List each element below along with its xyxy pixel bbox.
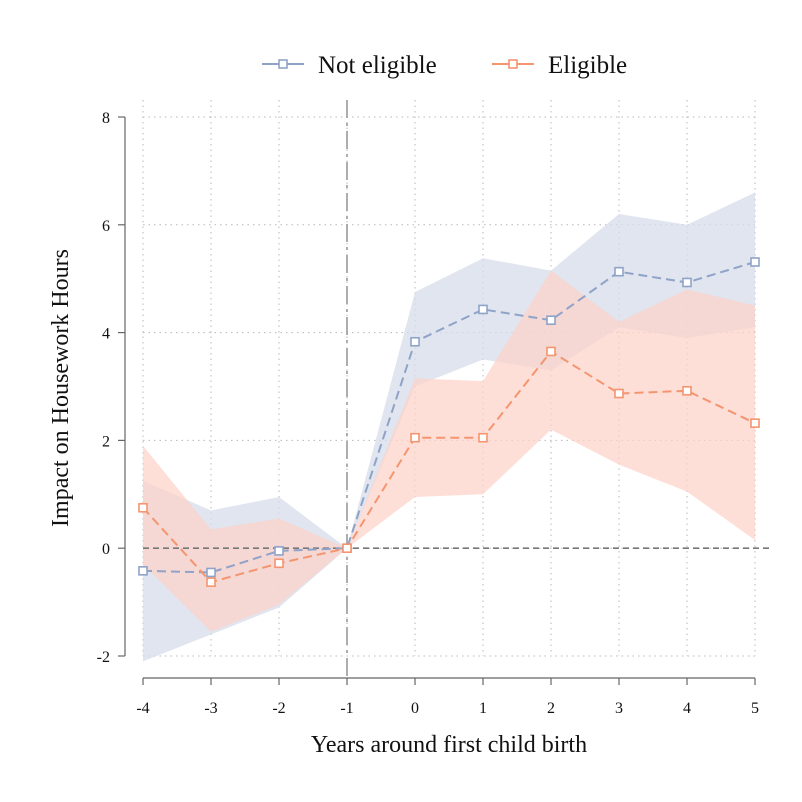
x-axis-title: Years around first child birth [311,732,587,758]
x-tick-label: 5 [751,700,759,717]
data-point-eligible [478,432,488,443]
x-tick-label: 2 [547,700,555,717]
data-point-eligible [546,346,556,357]
reference-lines [143,100,772,678]
data-point-not-eligible [682,277,692,288]
data-point-not-eligible [410,336,420,347]
data-point-not-eligible [750,257,760,267]
x-tick-label: -4 [136,700,149,717]
data-point-not-eligible [614,266,624,277]
legend: Not eligible Eligible [262,52,627,79]
y-tick-label: 4 [102,326,110,343]
y-tick-label: 2 [102,433,110,450]
x-tick-label: 3 [615,700,623,717]
x-tick-label: -3 [204,700,217,717]
data-point-not-eligible [206,567,216,578]
legend-marker-not-eligible [278,59,288,69]
data-point-eligible [274,558,284,569]
data-point-eligible [750,418,760,428]
y-tick-label: -2 [97,649,110,666]
y-tick-label: 6 [102,218,110,235]
x-tick-label: -2 [272,700,285,717]
data-point-not-eligible [274,546,284,556]
data-point-eligible [614,388,624,399]
x-tick-label: 0 [411,700,419,717]
confidence-bands [143,192,755,662]
data-point-not-eligible [546,315,556,326]
data-point-eligible [206,577,216,587]
axes: -2 0 2 4 6 8 -4 -3 -2 -1 0 1 2 3 4 5 [97,110,759,717]
data-point-not-eligible [478,304,488,315]
y-tick-label: 8 [102,110,110,127]
x-tick-label: 1 [479,700,487,717]
x-tick-label: 4 [683,700,691,717]
x-tick-label: -1 [340,700,353,717]
legend-marker-eligible [508,59,518,69]
y-tick-label: 0 [102,541,110,558]
data-point-eligible [410,432,420,443]
legend-label-not-eligible: Not eligible [318,52,437,79]
series-line-not-eligible [142,261,756,574]
data-point-eligible [342,543,352,554]
legend-label-eligible: Eligible [548,52,627,79]
data-point-eligible [138,502,148,513]
y-axis-title: Impact on Housework Hours [48,249,74,527]
confidence-band-eligible [143,270,755,632]
series-lines [138,257,760,587]
series-line-eligible [142,350,756,584]
data-point-not-eligible [138,566,148,576]
data-point-eligible [682,386,692,396]
